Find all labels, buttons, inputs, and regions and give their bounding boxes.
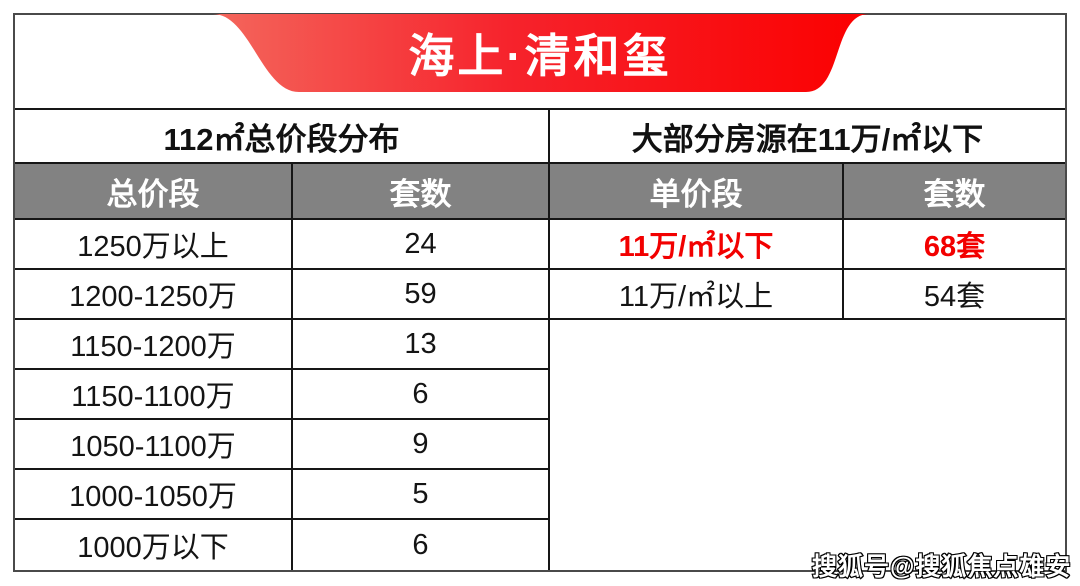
page-title: 海上·清和玺 — [408, 30, 672, 82]
table-row-count: 6 — [293, 520, 550, 570]
empty-merged-cell — [550, 320, 1065, 570]
table-row-count: 9 — [293, 420, 550, 470]
right-table-title: 大部分房源在11万/㎡以下 — [550, 110, 1065, 164]
banner-ribbon — [213, 14, 869, 92]
price-tables: 112㎡总价段分布 大部分房源在11万/㎡以下 总价段 套数 单价段 套数 12… — [13, 13, 1067, 572]
left-header-range: 总价段 — [15, 164, 293, 220]
table-row-range: 1150-1200万 — [15, 320, 293, 370]
table-row-range: 1150-1100万 — [15, 370, 293, 420]
table-row-count: 24 — [293, 220, 550, 270]
table-row-range: 1050-1100万 — [15, 420, 293, 470]
table-row-range-highlight: 11万/㎡以下 — [550, 220, 844, 270]
table-row-range: 1000万以下 — [15, 520, 293, 570]
right-header-range: 单价段 — [550, 164, 844, 220]
table-row-count: 6 — [293, 370, 550, 420]
table-row-count: 59 — [293, 270, 550, 320]
table-row-range: 1200-1250万 — [15, 270, 293, 320]
table-row-count: 13 — [293, 320, 550, 370]
table-row-range: 1250万以上 — [15, 220, 293, 270]
watermark: 搜狐号@搜狐焦点雄安站 — [811, 552, 1072, 582]
table-row-range: 1000-1050万 — [15, 470, 293, 520]
right-header-count: 套数 — [844, 164, 1065, 220]
left-header-count: 套数 — [293, 164, 550, 220]
table-row-count-highlight: 68套 — [844, 220, 1065, 270]
left-table-title: 112㎡总价段分布 — [15, 110, 550, 164]
table-row-count: 54套 — [844, 270, 1065, 320]
table-row-range: 11万/㎡以上 — [550, 270, 844, 320]
table-row-count: 5 — [293, 470, 550, 520]
